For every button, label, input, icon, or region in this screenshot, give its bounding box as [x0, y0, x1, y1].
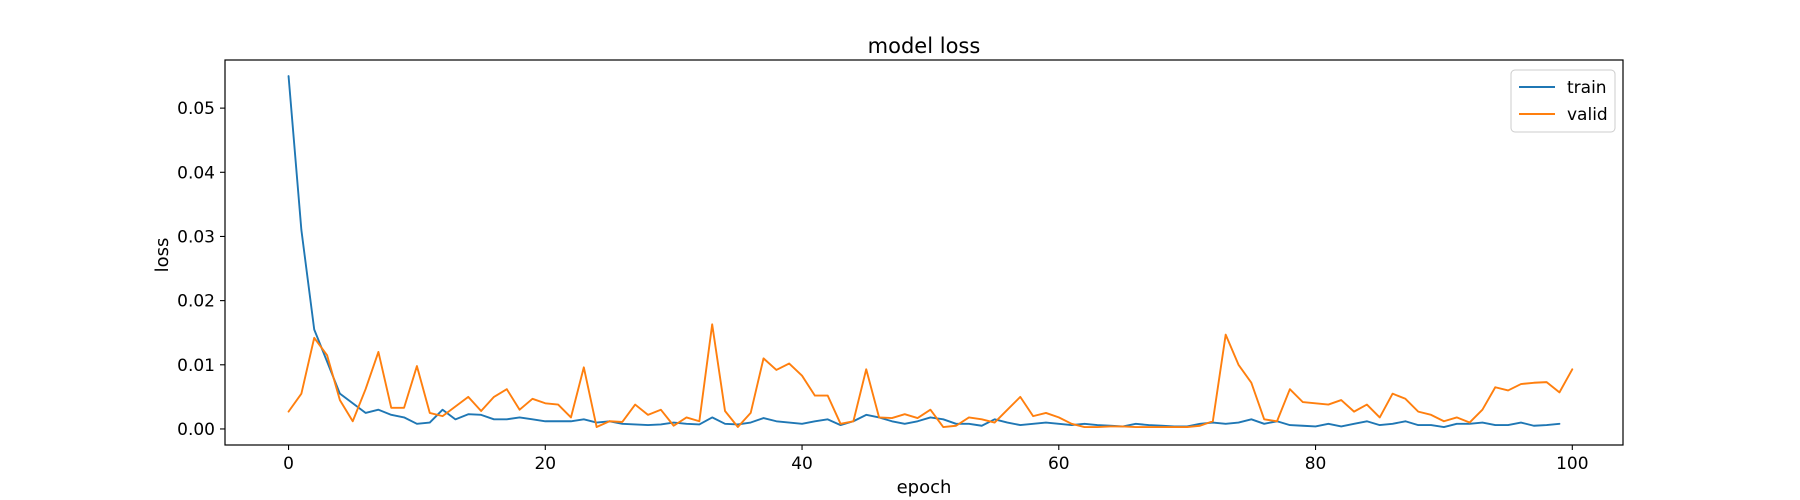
- y-tick-label: 0.02: [177, 292, 215, 312]
- x-axis-title: epoch: [897, 477, 952, 498]
- plot-area: 0 20 40 60 80 100 0.00 0.01 0.02 0.03 0.04 0.05 trai…: [177, 59, 1624, 474]
- legend-label-valid: valid: [1567, 105, 1608, 125]
- y-axis-title: loss: [152, 238, 173, 273]
- x-tick-label: 40: [791, 454, 813, 474]
- legend-label-train: train: [1567, 78, 1607, 98]
- y-tick-label: 0.04: [177, 163, 215, 183]
- legend: train valid: [1510, 69, 1616, 133]
- x-tick-label: 100: [1556, 454, 1588, 474]
- x-tick-label: 80: [1305, 454, 1327, 474]
- plot-frame: [224, 59, 1624, 446]
- chart-title: model loss: [868, 34, 981, 58]
- legend-box: [1510, 69, 1616, 133]
- x-tick-label: 20: [534, 454, 556, 474]
- y-tick-label: 0.03: [177, 227, 215, 247]
- y-tick-label: 0.01: [177, 356, 215, 376]
- y-tick-label: 0.00: [177, 420, 215, 440]
- series-line-valid: [287, 323, 1574, 428]
- x-tick-label: 60: [1048, 454, 1070, 474]
- series-line-train: [287, 75, 1561, 428]
- x-tick-label: 0: [283, 454, 294, 474]
- y-tick-label: 0.05: [177, 99, 215, 119]
